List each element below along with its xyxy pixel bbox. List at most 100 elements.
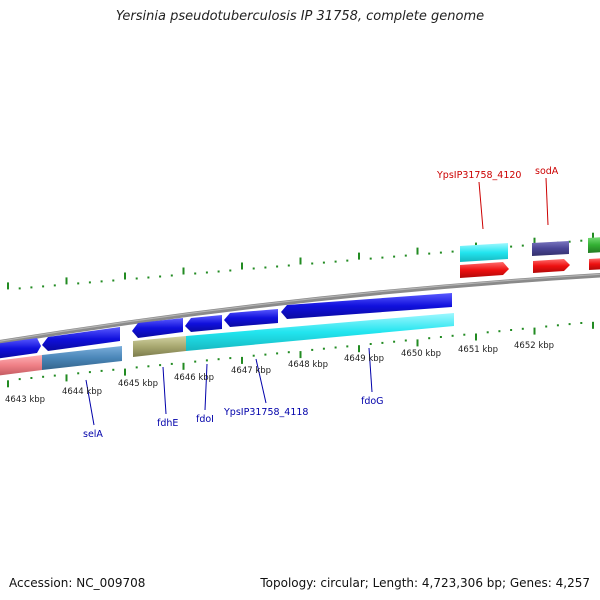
kbp-label: 4647 kbp <box>231 366 271 376</box>
gene-box-green <box>588 237 600 253</box>
minor-tick <box>404 254 407 257</box>
major-tick <box>416 247 419 255</box>
minor-tick <box>88 371 91 374</box>
lower-tick-row <box>7 321 594 388</box>
major-tick <box>7 380 9 388</box>
label-leaders <box>85 177 549 426</box>
minor-tick <box>486 331 489 334</box>
minor-tick <box>369 343 372 345</box>
minor-tick <box>580 239 583 242</box>
gene-arrow-4120 <box>460 262 509 278</box>
minor-tick <box>100 369 103 372</box>
minor-tick <box>276 265 279 268</box>
minor-tick <box>287 264 290 267</box>
feature-band-salmon <box>0 355 42 376</box>
minor-tick <box>229 269 232 272</box>
minor-tick <box>404 339 407 342</box>
genome-backbone-highlight <box>0 273 600 342</box>
minor-tick <box>556 324 559 327</box>
minor-tick <box>217 358 220 361</box>
minor-tick <box>159 364 162 367</box>
minor-tick <box>311 262 314 265</box>
major-tick <box>182 362 185 370</box>
kbp-label: 4644 kbp <box>62 387 102 397</box>
genome-title: Yersinia pseudotuberculosis IP 31758, co… <box>115 9 485 24</box>
major-tick <box>358 345 360 353</box>
minor-tick <box>287 351 290 354</box>
minor-tick <box>521 244 524 247</box>
kbp-label: 4652 kbp <box>514 341 554 351</box>
gene-label-4118: YpsIP31758_4118 <box>223 407 308 418</box>
minor-tick <box>510 245 513 248</box>
major-tick <box>124 368 126 376</box>
minor-tick <box>439 336 442 338</box>
minor-tick <box>451 250 454 253</box>
minor-tick <box>463 333 466 336</box>
gene-label-sodA: sodA <box>535 166 559 177</box>
minor-tick <box>439 251 442 254</box>
minor-tick <box>428 252 431 255</box>
minor-tick <box>42 375 45 378</box>
major-tick <box>416 339 419 347</box>
minor-tick <box>112 279 115 282</box>
major-tick <box>182 267 185 275</box>
minor-tick <box>264 353 267 356</box>
gene-label-4120: YpsIP31758_4120 <box>436 170 521 181</box>
minor-tick <box>18 287 21 290</box>
minor-tick <box>18 378 21 381</box>
minor-tick <box>498 330 501 333</box>
gene-label-fdoI: fdoI <box>196 414 214 425</box>
minor-tick <box>30 377 33 379</box>
major-tick <box>299 351 302 359</box>
major-tick <box>65 374 68 382</box>
minor-tick <box>135 277 138 280</box>
gene-arrow-fdoG <box>281 293 452 319</box>
gene-arrow-rev-1 <box>0 338 41 359</box>
major-tick <box>533 327 536 335</box>
major-tick <box>241 356 243 364</box>
minor-tick <box>170 274 173 277</box>
genome-backbone <box>0 273 600 345</box>
gene-arrow-sodA <box>533 259 570 273</box>
minor-tick <box>510 329 513 331</box>
minor-tick <box>568 323 571 326</box>
major-tick <box>299 257 302 265</box>
minor-tick <box>428 337 431 340</box>
minor-tick <box>334 346 337 349</box>
feature-band-cyan <box>186 313 454 351</box>
gene-arrow-selA <box>42 327 120 351</box>
minor-tick <box>580 322 583 324</box>
gene-label-fdoG: fdoG <box>361 396 384 407</box>
minor-tick <box>521 327 524 330</box>
minor-tick <box>252 267 255 270</box>
minor-tick <box>194 272 197 275</box>
minor-tick <box>311 348 314 351</box>
minor-tick <box>77 282 80 285</box>
accession-text: Accession: NC_009708 <box>9 576 146 590</box>
minor-tick <box>147 365 150 368</box>
minor-tick <box>217 270 220 273</box>
major-tick <box>592 321 594 329</box>
gene-arrow-fdoI <box>185 315 222 332</box>
kbp-label: 4649 kbp <box>344 354 384 364</box>
gene-box-4120-cyan <box>460 243 508 262</box>
minor-tick <box>112 368 115 371</box>
minor-tick <box>568 240 571 243</box>
minor-tick <box>159 275 162 278</box>
minor-tick <box>276 352 279 355</box>
feature-band-steelblue <box>42 346 122 370</box>
minor-tick <box>393 340 396 343</box>
minor-tick <box>100 280 103 283</box>
gene-arrow-fdhE <box>132 318 183 338</box>
minor-tick <box>205 359 208 362</box>
minor-tick <box>393 255 396 258</box>
minor-tick <box>264 266 267 269</box>
minor-tick <box>42 285 45 288</box>
major-tick <box>7 282 9 290</box>
minor-tick <box>346 345 349 348</box>
major-tick <box>592 232 594 240</box>
gene-label-fdhE: fdhE <box>157 418 178 429</box>
topology-text: Topology: circular; Length: 4,723,306 bp… <box>260 576 590 590</box>
major-tick <box>358 252 360 260</box>
